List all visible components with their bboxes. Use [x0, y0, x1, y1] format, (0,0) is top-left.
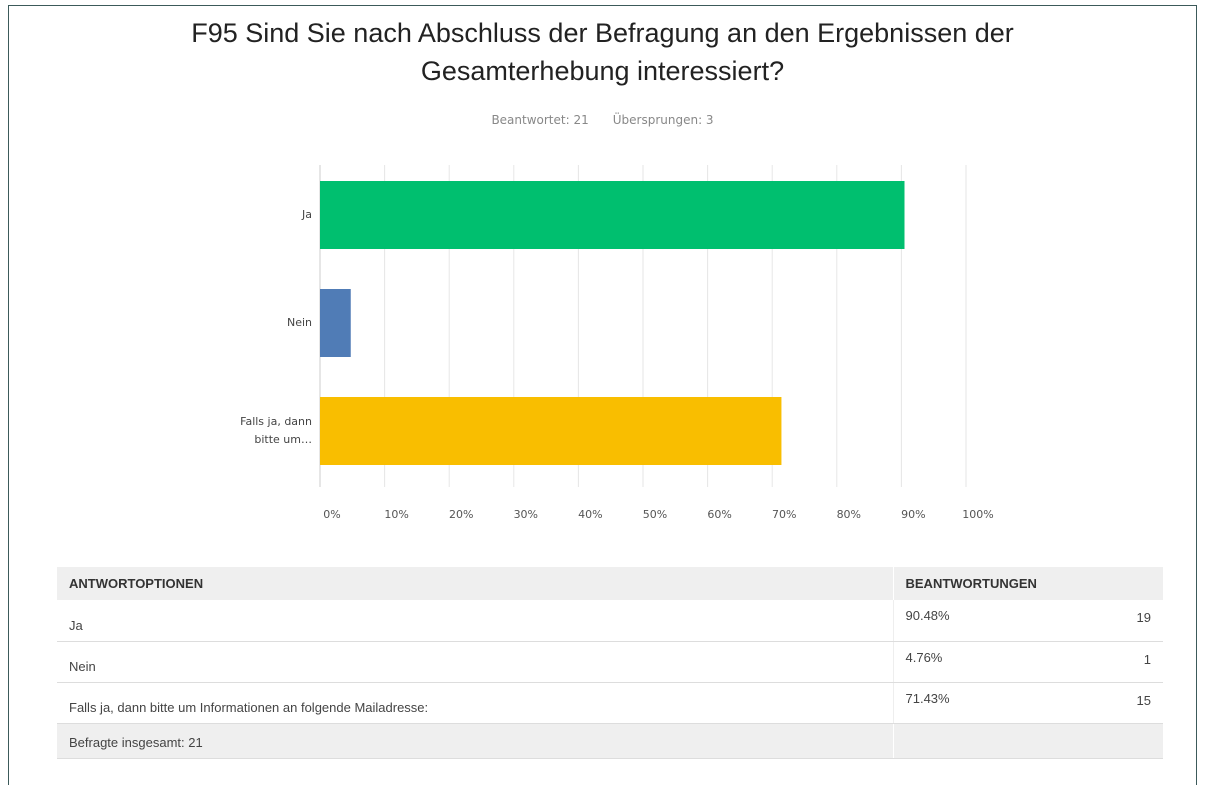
count-cell: 15	[1093, 682, 1163, 724]
bar	[320, 397, 782, 465]
header-cell: BEANTWORTUNGEN	[892, 567, 1163, 600]
x-tick-label: 0%	[323, 508, 340, 521]
frame	[8, 5, 1197, 785]
footer-cell: Befragte insgesamt: 21	[57, 723, 893, 759]
x-tick-label: 50%	[643, 508, 667, 521]
results-table: ANTWORTOPTIONEN BEANTWORTUNGEN Ja 90.48% 1…	[57, 567, 1163, 759]
count-cell: 1	[1093, 641, 1163, 683]
page: F95 Sind Sie nach Abschluss der Befragun…	[0, 5, 1205, 785]
x-tick-label: 80%	[837, 508, 861, 521]
percent-cell: 71.43%	[892, 682, 1093, 724]
x-tick-label: 30%	[514, 508, 538, 521]
option-cell: Nein	[57, 641, 893, 683]
x-tick-label: 60%	[707, 508, 731, 521]
option-cell: Falls ja, dann bitte um Informationen an…	[57, 682, 893, 724]
y-tick-label: Ja	[302, 208, 312, 221]
x-tick-label: 10%	[384, 508, 408, 521]
bar	[320, 289, 351, 357]
bar	[320, 181, 905, 249]
chart: 0% 10% 20% 30% 40% 50% 60% 70% 80% 90% 100%	[319, 165, 994, 521]
table-row: Falls ja, dann bitte um Informationen an…	[57, 682, 1163, 724]
answered: Beantwortet: 21	[491, 113, 589, 127]
chart-title: F95 Sind Sie nach Abschluss der Befragun…	[0, 14, 1205, 90]
header-row: ANTWORTOPTIONEN BEANTWORTUNGEN	[57, 567, 1163, 600]
subtitle: Beantwortet: 21 Übersprungen: 3	[0, 113, 1205, 127]
header-cell: ANTWORTOPTIONEN	[57, 567, 893, 600]
x-tick-label: 100%	[962, 508, 993, 521]
table-row: Ja 90.48% 19	[57, 600, 1163, 642]
count-cell: 19	[1093, 600, 1163, 642]
option-cell: Ja	[57, 600, 893, 642]
table-row: Nein 4.76% 1	[57, 641, 1163, 683]
x-tick-label: 70%	[772, 508, 796, 521]
footer-row: Befragte insgesamt: 21	[57, 723, 1163, 759]
percent-cell: 4.76%	[892, 641, 1093, 683]
y-tick-label: Falls ja, dann bitte um…	[240, 415, 312, 446]
x-tick-label: 20%	[449, 508, 473, 521]
footer-empty	[892, 723, 1163, 759]
title-text: F95 Sind Sie nach Abschluss der Befragun…	[191, 18, 1014, 86]
y-tick-label: Nein	[286, 316, 312, 329]
skipped: Übersprungen: 3	[612, 113, 714, 127]
x-tick-label: 90%	[901, 508, 925, 521]
percent-cell: 90.48%	[892, 600, 1093, 642]
x-tick-label: 40%	[578, 508, 602, 521]
